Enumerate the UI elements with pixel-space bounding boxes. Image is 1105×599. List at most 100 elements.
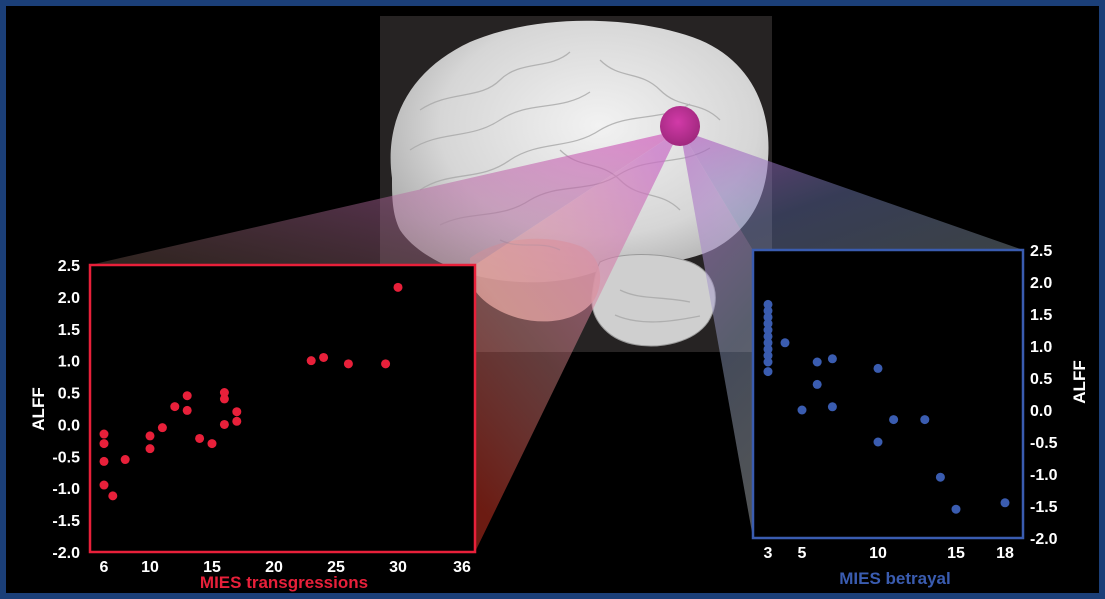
left-data-point (381, 359, 391, 369)
right-x-ticks: 3 5 10 15 18 (764, 545, 1014, 562)
left-data-point (99, 480, 109, 490)
right-data-point (763, 367, 773, 377)
right-y-tick-label: -0.5 (1030, 435, 1058, 452)
right-y-tick-label: 0.0 (1030, 403, 1052, 420)
left-scatter-chart: 2.5 2.0 1.5 1.0 0.5 0.0 -0.5 -1.0 -1.5 -2.0 6 10 15… (29, 258, 477, 592)
right-y-tick-label: 2.5 (1030, 243, 1052, 260)
right-data-point (920, 415, 930, 425)
left-data-point (306, 356, 316, 366)
left-y-tick-label: 2.0 (58, 290, 80, 307)
left-data-point (145, 431, 155, 441)
right-data-points (763, 299, 1010, 514)
right-y-tick-label: 2.0 (1030, 275, 1052, 292)
left-y-tick-label: -0.5 (52, 449, 80, 466)
left-y-tick-label: 1.5 (58, 322, 80, 339)
right-data-point (827, 354, 837, 364)
left-data-point (195, 433, 205, 443)
left-data-point (207, 439, 217, 449)
right-y-tick-label: 0.5 (1030, 371, 1052, 388)
right-data-point (763, 357, 773, 367)
right-scatter-chart: 2.5 2.0 1.5 1.0 0.5 0.0 -0.5 -1.0 -1.5 -2.0 3 5 10 1… (751, 243, 1089, 588)
left-y-axis-label: ALFF (29, 387, 48, 430)
left-x-tick-label: 6 (100, 559, 109, 576)
right-data-point (763, 299, 773, 309)
left-data-point (232, 416, 242, 426)
right-y-tick-label: -1.5 (1030, 499, 1058, 516)
right-data-point (951, 504, 961, 514)
left-y-tick-label: 0.0 (58, 417, 80, 434)
right-data-point (780, 338, 790, 348)
right-data-point (812, 357, 822, 367)
left-data-point (319, 352, 329, 362)
right-data-point (763, 331, 773, 341)
cone-left-lower (475, 130, 680, 552)
left-x-tick-label: 20 (265, 559, 283, 576)
right-x-tick-label: 18 (996, 545, 1014, 562)
right-data-point (797, 405, 807, 415)
right-y-tick-label: 1.0 (1030, 339, 1052, 356)
left-data-points (99, 282, 403, 501)
right-x-tick-label: 10 (869, 545, 887, 562)
right-data-point (763, 338, 773, 348)
right-plot-frame (751, 248, 1025, 540)
left-data-point (343, 359, 353, 369)
right-data-point (763, 312, 773, 322)
left-data-point (99, 439, 109, 449)
left-y-ticks: 2.5 2.0 1.5 1.0 0.5 0.0 -0.5 -1.0 -1.5 -2.0 (52, 258, 80, 562)
left-x-tick-label: 36 (453, 559, 471, 576)
left-y-tick-label: -1.5 (52, 513, 80, 530)
cone-right-upper (680, 130, 1023, 250)
left-y-tick-label: 0.5 (58, 386, 80, 403)
right-x-tick-label: 3 (764, 545, 773, 562)
right-data-point (763, 325, 773, 335)
left-data-point (157, 423, 167, 433)
cone-left-upper (90, 130, 680, 265)
left-y-tick-label: 1.0 (58, 354, 80, 371)
right-data-point (763, 319, 773, 329)
right-data-point (889, 415, 899, 425)
left-data-point (99, 429, 109, 439)
right-data-point (935, 472, 945, 482)
right-data-point (873, 437, 883, 447)
roi-marker (660, 106, 700, 146)
left-data-point (219, 388, 229, 398)
left-data-point (219, 394, 229, 404)
right-y-tick-label: 1.5 (1030, 307, 1052, 324)
left-y-tick-label: -2.0 (52, 545, 80, 562)
left-data-point (145, 444, 155, 454)
right-data-point (827, 402, 837, 412)
right-data-point (763, 351, 773, 361)
left-data-point (232, 407, 242, 417)
right-data-point (763, 344, 773, 354)
right-y-tick-label: -2.0 (1030, 531, 1058, 548)
right-data-point (763, 306, 773, 316)
right-x-tick-label: 5 (798, 545, 807, 562)
left-x-tick-label: 25 (327, 559, 345, 576)
left-data-point (182, 405, 192, 415)
left-data-point (108, 491, 118, 501)
left-x-tick-label: 15 (203, 559, 221, 576)
left-data-point (120, 455, 130, 465)
left-y-tick-label: -1.0 (52, 481, 80, 498)
right-data-point (812, 379, 822, 389)
left-y-tick-label: 2.5 (58, 258, 80, 275)
right-y-tick-label: -1.0 (1030, 467, 1058, 484)
left-x-axis-label: MIES transgressions (200, 573, 368, 592)
right-data-point (1000, 498, 1010, 508)
left-data-point (170, 402, 180, 412)
right-y-ticks: 2.5 2.0 1.5 1.0 0.5 0.0 -0.5 -1.0 -1.5 -2.0 (1030, 243, 1058, 548)
cone-right-lower (680, 130, 753, 538)
left-x-ticks: 6 10 15 20 25 30 36 (100, 559, 471, 576)
right-data-point (873, 363, 883, 373)
left-x-tick-label: 10 (141, 559, 159, 576)
left-plot-frame (88, 263, 477, 554)
left-data-point (182, 391, 192, 401)
left-data-point (393, 282, 403, 292)
left-x-tick-label: 30 (389, 559, 407, 576)
right-x-axis-label: MIES betrayal (839, 569, 951, 588)
projection-cones (90, 130, 1023, 552)
left-data-point (219, 419, 229, 429)
right-x-tick-label: 15 (947, 545, 965, 562)
left-data-point (99, 456, 109, 466)
